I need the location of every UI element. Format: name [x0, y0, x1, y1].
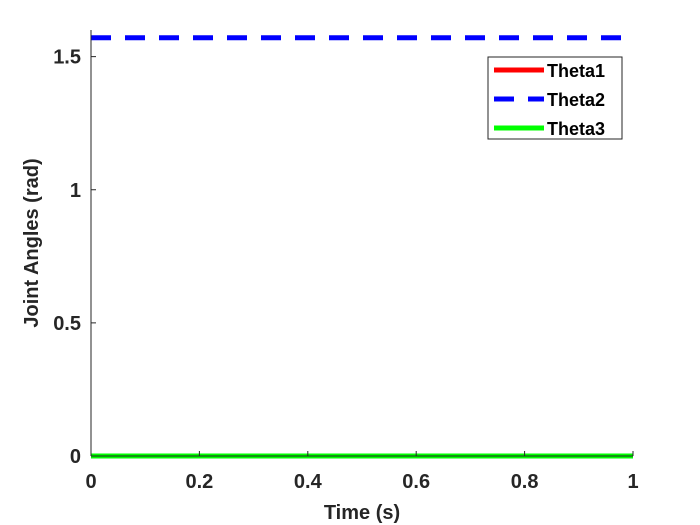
- tick-labels: 0 0.2 0.4 0.6 0.8 1 0 0.5 1 1.5: [53, 47, 638, 493]
- axes: [90, 30, 634, 457]
- x-tick-label: 0.4: [294, 471, 323, 493]
- x-tick-label: 0.6: [402, 471, 430, 493]
- legend-label-theta1: Theta1: [547, 61, 605, 81]
- y-tick-label: 0.5: [53, 313, 81, 335]
- x-tick-label: 0.2: [185, 471, 213, 493]
- y-tick-label: 1: [70, 180, 81, 202]
- y-tick-label: 0: [70, 446, 81, 468]
- y-tick-label: 1.5: [53, 47, 81, 69]
- legend-label-theta2: Theta2: [547, 90, 605, 110]
- x-axis-label: Time (s): [324, 502, 400, 524]
- y-axis-label: Joint Angles (rad): [21, 158, 43, 327]
- legend: Theta1 Theta2 Theta3: [487, 56, 623, 140]
- x-tick-label: 1: [627, 471, 638, 493]
- x-tick-label: 0: [85, 471, 96, 493]
- legend-label-theta3: Theta3: [547, 119, 605, 139]
- x-tick-label: 0.8: [511, 471, 539, 493]
